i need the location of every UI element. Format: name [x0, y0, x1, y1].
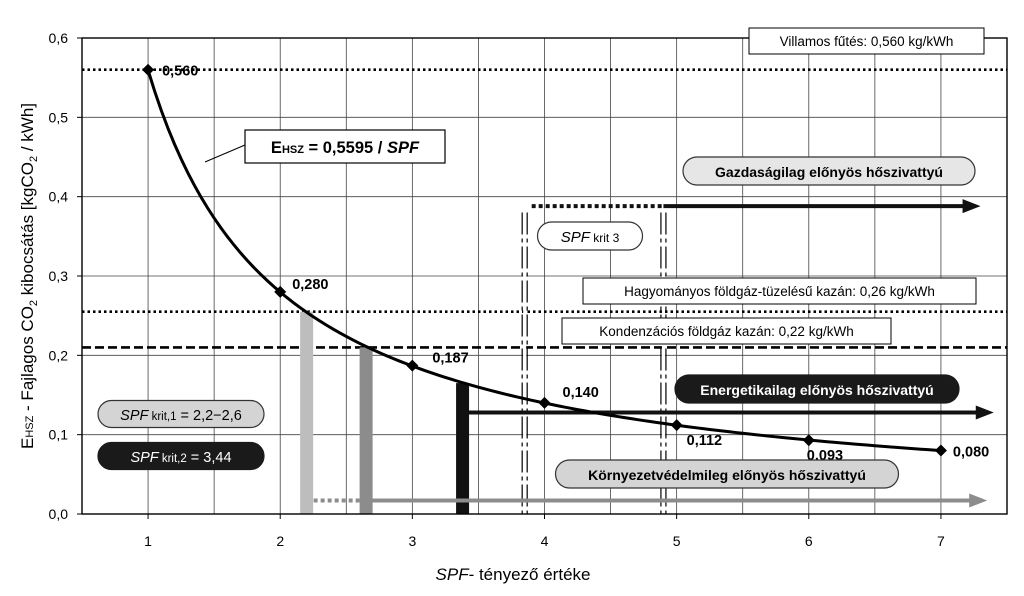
- x-axis-title: SPF- tényező értéke: [436, 565, 591, 584]
- data-point: [142, 63, 155, 76]
- y-tick-label: 0,5: [49, 109, 69, 125]
- arrow-head: [962, 199, 981, 214]
- y-tick-label: 0,3: [49, 268, 69, 284]
- critical-bar: [300, 311, 314, 514]
- gazdasagi-pill: [682, 156, 976, 186]
- x-tick-label: 4: [541, 533, 549, 549]
- x-tick-label: 7: [937, 533, 945, 549]
- data-label: 0,080: [953, 445, 989, 461]
- kornyezet-pill: [554, 459, 900, 489]
- data-point: [406, 359, 419, 372]
- x-tick-label: 6: [805, 533, 813, 549]
- data-label: 0,560: [162, 64, 198, 80]
- y-tick-label: 0,6: [49, 30, 69, 46]
- data-point: [274, 285, 287, 298]
- energetikai-pill: [674, 374, 960, 404]
- data-label: 0,140: [563, 385, 599, 401]
- krit1-label: SPF krit,1 = 2,2−2,6: [120, 408, 242, 424]
- x-tick-label: 2: [276, 533, 284, 549]
- x-axis-title-italic: SPF: [436, 565, 471, 584]
- krit3-pill: [536, 221, 644, 251]
- krit2-label: SPF krit,2 = 3,44: [130, 450, 231, 466]
- reference-label: Villamos fűtés: 0,560 kg/kWh: [780, 34, 954, 49]
- y-axis-title-part: - Fajlagos CO: [18, 306, 37, 416]
- krit3-label: SPF krit 3: [561, 229, 620, 246]
- y-axis-title: EHSZ - Fajlagos CO2 kibocsátás [kgCO2 / …: [18, 103, 40, 449]
- kornyezet-label: Környezetvédelmileg előnyös hőszivattyú: [588, 467, 866, 483]
- y-tick-label: 0,2: [49, 347, 69, 363]
- energetikai-label: Energetikailag előnyös hőszivattyú: [700, 382, 933, 398]
- krit2-val: = 3,44: [187, 450, 232, 466]
- reference-label: Kondenzációs földgáz kazán: 0,22 kg/kWh: [599, 324, 853, 339]
- y-axis-title-sub: HSZ: [24, 415, 36, 437]
- krit2-italic: SPF: [130, 450, 159, 466]
- krit1-italic: SPF: [120, 408, 149, 424]
- y-axis-title-end: / kWh]: [18, 103, 37, 156]
- formula-box: [244, 129, 446, 164]
- krit3-sub: krit 3: [590, 231, 620, 245]
- formula-text: EHSZ = 0,5595 / SPF: [271, 139, 420, 157]
- critical-bar: [359, 347, 373, 514]
- reference-label: Hagyományos földgáz-tüzelésű kazán: 0,26…: [624, 284, 935, 299]
- data-label: 0,112: [687, 433, 723, 449]
- reference-label-box: [561, 317, 892, 345]
- y-axis-title-part2: kibocsátás [kgCO: [18, 162, 37, 300]
- y-tick-label: 0,1: [49, 427, 69, 443]
- formula-e: E: [271, 139, 282, 157]
- krit3-italic: SPF: [561, 229, 591, 246]
- formula-leader: [204, 144, 246, 163]
- data-point: [802, 434, 815, 447]
- reference-label-box: [748, 27, 985, 55]
- formula-rest: = 0,5595 /: [304, 139, 387, 157]
- data-point: [538, 396, 551, 409]
- data-point: [670, 419, 683, 432]
- krit2-pill: [97, 441, 265, 471]
- data-label: 0,187: [432, 351, 468, 367]
- reference-label-box: [582, 277, 977, 305]
- formula-spf: SPF: [387, 139, 420, 157]
- critical-bar: [456, 383, 470, 514]
- x-tick-label: 5: [673, 533, 681, 549]
- y-tick-label: 0,4: [49, 189, 69, 205]
- arrow-head: [969, 493, 988, 508]
- data-point: [934, 444, 947, 457]
- y-axis-title-sub2: 2: [28, 300, 40, 306]
- krit1-pill: [97, 399, 265, 429]
- y-tick-label: 0,0: [49, 506, 69, 522]
- y-axis-title-e: E: [18, 438, 37, 449]
- formula-sub: HSZ: [282, 144, 304, 156]
- x-tick-label: 1: [144, 533, 152, 549]
- gazdasagi-label: Gazdaságilag előnyös hőszivattyú: [715, 164, 943, 180]
- x-tick-label: 3: [408, 533, 416, 549]
- x-axis-title-rest: - tényező értéke: [469, 565, 591, 584]
- krit2-sub: krit,2: [159, 453, 187, 465]
- krit1-val: = 2,2−2,6: [177, 408, 242, 424]
- krit1-sub: krit,1: [148, 411, 176, 423]
- arrow-head: [975, 405, 994, 420]
- data-label: 0,280: [292, 277, 328, 293]
- y-axis-title-sub3: 2: [28, 156, 40, 162]
